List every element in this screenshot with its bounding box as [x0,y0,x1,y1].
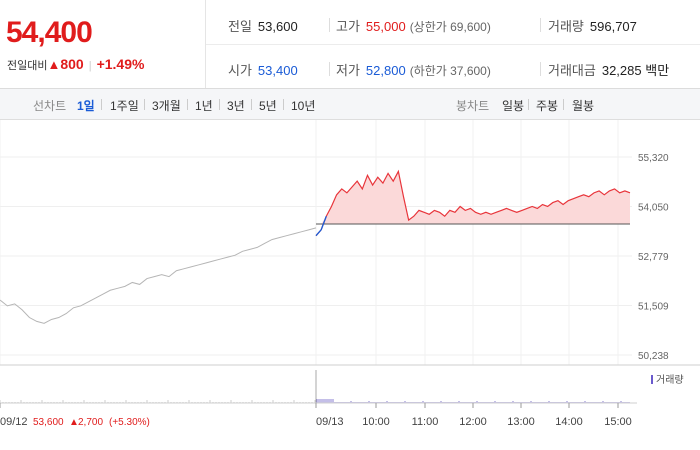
y-tick-label: 52,779 [638,252,669,263]
stats-panel: 전일 53,600 고가 55,000 (상한가 69,600) 거래량 596,707… [206,0,700,88]
price-chart: 55,320 54,050 52,779 51,509 50,238 거래량 09/12… [0,120,700,450]
period-weekly-candle-button[interactable]: 주봉 [536,99,559,113]
x-axis: 09/12 09/13 10:00 11:00 12:00 13:00 14:00 15:00 [0,403,632,428]
stat-trade-value: 거래대금 32,285 백만 [548,63,670,78]
period-1w-button[interactable]: 1주일 [110,99,139,113]
prev-day-summary: 53,600 ▲ 2,700 (+5.30%) [33,417,150,428]
prev-day-line [0,227,317,324]
y-tick-label: 55,320 [638,153,669,164]
up-arrow-icon: ▲ [47,57,61,72]
candle-chart-label: 봉차트 [456,99,490,113]
current-price: 54,400 [6,16,93,49]
below-baseline-segment [320,215,327,231]
volume-legend: 거래량 [656,374,684,386]
stat-prev-close: 전일 53,600 [228,19,298,34]
x-tick-label: 15:00 [604,416,632,428]
prev-day-percent: (+5.30%) [109,417,150,428]
y-tick-label: 50,238 [638,351,669,362]
below-baseline-segments [315,215,327,237]
y-axis: 55,320 54,050 52,779 51,509 50,238 [638,153,669,362]
chart-grid [0,120,632,365]
stat-high: 고가 55,000 (상한가 69,600) [336,19,491,34]
x-tick-label: 10:00 [362,416,390,428]
period-monthly-candle-button[interactable]: 월봉 [572,99,595,113]
change-label: 전일대비 [7,60,48,72]
y-tick-label: 51,509 [638,302,669,313]
stat-low: 저가 52,800 (하한가 37,600) [336,63,491,78]
chart-toolbar: 선차트 1일 1주일 3개월 1년 3년 5년 10년 봉차트 일봉 주봉 월봉 [0,89,700,120]
x-tick-label: 09/12 [0,416,28,428]
line-chart-label: 선차트 [33,99,67,113]
change-percent: +1.49% [96,56,145,72]
period-1y-button[interactable]: 1년 [195,99,213,113]
quote-header: 54,400 전일대비▲800 | +1.49% 전일 53,600 고가 55,000… [0,0,700,89]
separator: | [88,60,92,72]
up-arrow-icon: ▲ [69,417,79,428]
stat-volume: 거래량 596,707 [548,19,637,34]
below-baseline-segment [315,229,322,237]
period-10y-button[interactable]: 10년 [291,99,316,113]
x-tick-label: 09/13 [316,416,344,428]
x-tick-label: 14:00 [555,416,583,428]
x-tick-label: 11:00 [412,416,439,428]
volume-legend-icon [651,375,653,384]
period-daily-candle-button[interactable]: 일봉 [502,99,525,113]
period-3m-button[interactable]: 3개월 [152,99,181,113]
price-fill-area [316,171,630,225]
x-tick-label: 12:00 [459,416,487,428]
prev-day-change: 2,700 [78,417,103,428]
today-line [315,169,631,237]
change-value: 800 [60,56,84,72]
period-3y-button[interactable]: 3년 [227,99,245,113]
period-5y-button[interactable]: 5년 [259,99,277,113]
period-1d-button[interactable]: 1일 [77,99,95,113]
y-tick-label: 54,050 [638,203,669,214]
stat-open: 시가 53,400 [228,63,298,78]
prev-day-close: 53,600 [33,417,64,428]
x-tick-label: 13:00 [507,416,535,428]
price-box: 54,400 전일대비▲800 | +1.49% [0,0,206,88]
price-change: 전일대비▲800 | +1.49% [7,56,144,73]
